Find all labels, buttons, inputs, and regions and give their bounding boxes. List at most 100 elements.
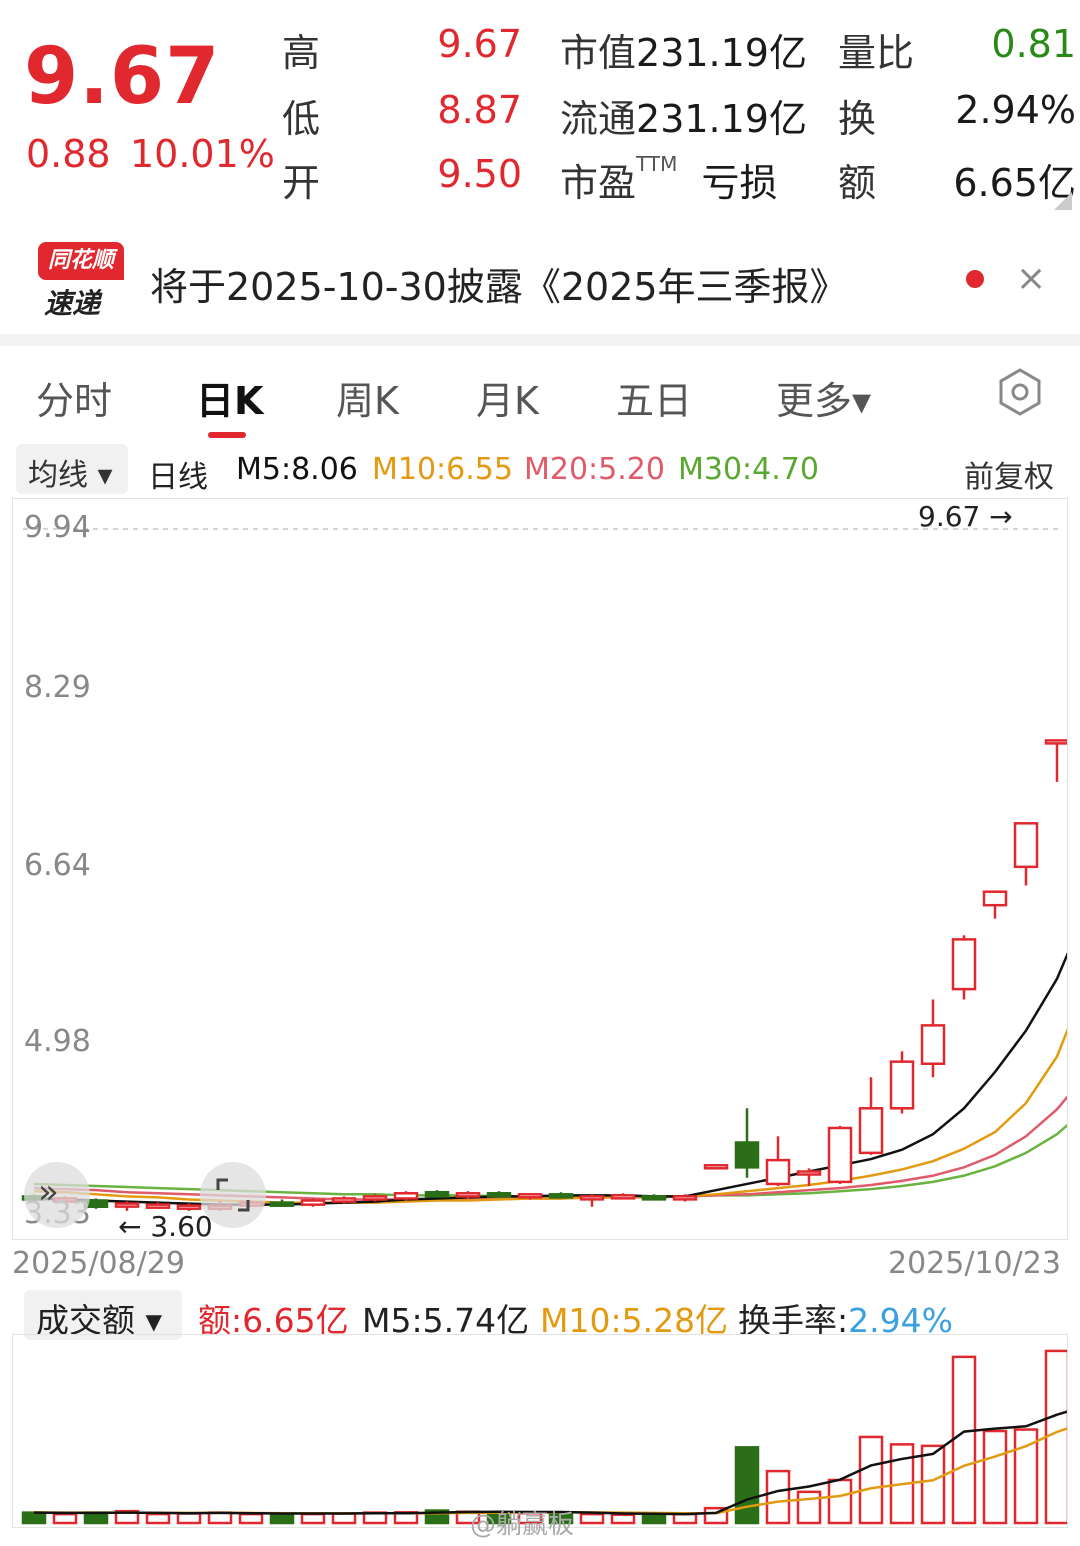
candle-body [889,1060,915,1110]
tab-more[interactable]: 更多▾ [776,379,872,423]
candle [641,1194,667,1201]
candle-body [765,1158,791,1186]
candle [889,1051,915,1114]
expand-left-button[interactable]: » [24,1162,90,1228]
candle [982,890,1008,919]
candle-body [176,1204,202,1210]
ma-selector[interactable]: 均线 ▾ [16,444,128,494]
volume-bar [176,1512,202,1525]
expand-corner-icon[interactable] [1054,192,1072,210]
tab-intraday[interactable]: 分时 [36,379,113,423]
news-headline[interactable]: 将于2025-10-30披露《2025年三季报》 [150,265,848,309]
candle [734,1108,760,1178]
candle-body [548,1193,574,1199]
candle [300,1198,326,1207]
ma5-value: M5:8.06 [236,452,358,487]
candle-body [641,1195,667,1201]
candle [455,1191,481,1199]
low-value: 8.87 [437,88,522,132]
volume-ma5: M5:5.74亿 [362,1301,530,1340]
candle-body [734,1141,760,1169]
ma-selector-label: 均线 ▾ [28,458,113,493]
y-tick-4: 4.98 [24,1024,91,1059]
pe-ttm: TTM [636,152,678,176]
candle-body [796,1170,822,1176]
price-change: 0.88 [26,132,111,176]
volume-bar [1044,1349,1067,1525]
candle-body [858,1107,884,1155]
open-value: 9.50 [437,152,522,196]
ma20-line [33,1095,1067,1201]
market-cap-value: 231.19亿 [636,31,807,75]
news-logo: 同花顺 速递 [38,242,124,320]
volume-bar [920,1444,946,1525]
candle [362,1194,388,1202]
volume-selector-label: 成交额 ▾ [36,1301,163,1340]
candle-body [703,1164,729,1170]
candle-body [393,1192,419,1200]
volume-amount: 额:6.65亿 [198,1301,349,1340]
candle [610,1193,636,1200]
float-cap: 流通231.19亿 [560,88,807,143]
x-start-date: 2025/08/29 [12,1246,185,1281]
volume-bar [765,1469,791,1525]
candle [517,1193,543,1200]
max-price-label: 9.67 → [918,500,1013,533]
tab-five-day[interactable]: 五日 [616,379,693,423]
settings-icon[interactable] [996,368,1044,416]
ma20-value: M20:5.20 [524,452,665,487]
volume-plot [21,1349,1067,1525]
kline-plot [21,528,1067,1211]
volume-indicator-selector[interactable]: 成交额 ▾ [24,1290,182,1340]
market-cap-label: 市值 [560,31,637,75]
volume-bar [114,1509,140,1525]
kline-chart[interactable] [12,498,1068,1240]
min-price-label: ← 3.60 [118,1210,213,1243]
fullscreen-button[interactable] [200,1162,266,1228]
candle-body [455,1192,481,1198]
tab-weekly-k[interactable]: 周K [336,379,399,423]
candle-body [827,1126,853,1184]
tab-monthly-k[interactable]: 月K [476,379,539,423]
price-change-pct: 10.01% [130,132,275,176]
volume-bar [610,1513,636,1525]
candle-body [672,1195,698,1201]
news-unread-dot-icon [966,270,984,288]
candle-body [486,1192,512,1198]
volume-bar [672,1512,698,1525]
turnover-label: 换 [838,97,877,141]
ma5-line [33,952,1067,1206]
candle [858,1077,884,1155]
volume-bar [145,1512,171,1525]
price-adjust-toggle[interactable]: 前复权 [964,460,1054,495]
candle-body [300,1199,326,1206]
candle-body [951,938,977,991]
pe-value: 亏损 [701,161,778,205]
volume-bar [982,1429,1008,1525]
pe-label: 市盈 [560,161,637,205]
double-chevron-icon: » [38,1172,59,1212]
candle [548,1192,574,1199]
volume-ma5-line [33,1410,1067,1516]
candle [796,1168,822,1187]
ma10-value: M10:6.55 [372,452,513,487]
candle-body [982,890,1008,907]
candle [176,1203,202,1211]
candle [269,1199,295,1207]
volume-bar [734,1446,760,1525]
volume-chart[interactable] [12,1334,1068,1528]
volume-ratio-value: 0.81 [991,22,1076,66]
turnover-rate-value: 2.94% [848,1301,953,1340]
candle [765,1136,791,1187]
tab-daily-k[interactable]: 日K [196,379,264,423]
volume-ratio-label: 量比 [838,31,915,75]
news-close-icon[interactable]: × [1016,258,1047,299]
candle [486,1191,512,1198]
candle-body [269,1201,295,1207]
candle [331,1196,357,1204]
x-end-date: 2025/10/23 [888,1246,1061,1281]
float-cap-label: 流通 [560,97,637,141]
section-divider [0,334,1080,346]
candle [672,1194,698,1202]
candle-body [579,1195,605,1201]
